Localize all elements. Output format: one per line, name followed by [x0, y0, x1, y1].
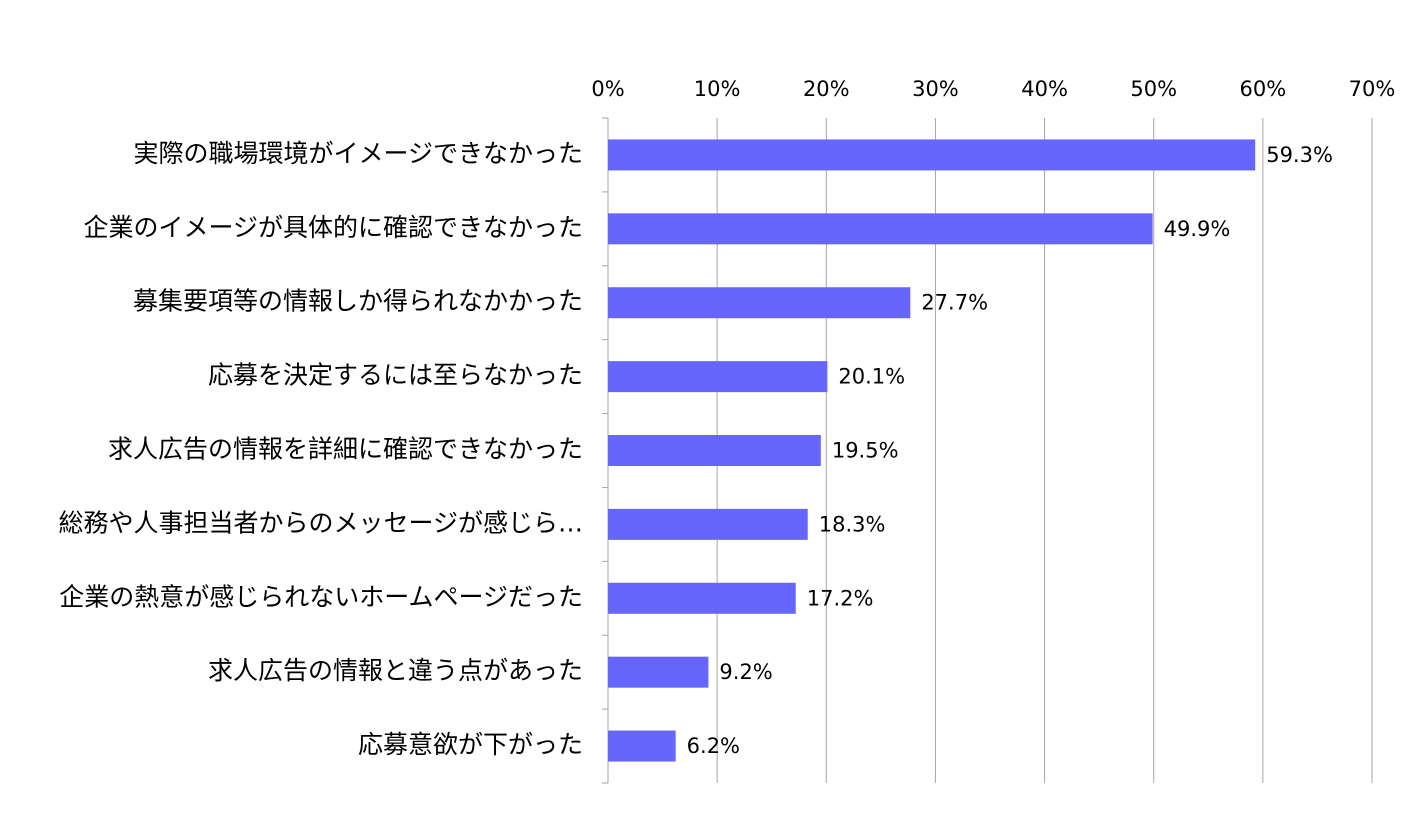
data-label: 9.2% [719, 660, 772, 684]
bar [608, 139, 1256, 171]
bar [608, 508, 808, 540]
x-tick-label: 50% [1130, 77, 1177, 101]
bar [608, 361, 828, 393]
x-tick-label: 20% [803, 77, 850, 101]
bar [608, 213, 1153, 245]
category-label: 企業のイメージが具体的に確認できなかった [83, 213, 583, 242]
category-label: 求人広告の情報と違う点があった [208, 656, 583, 685]
bar [608, 730, 676, 762]
category-label: 応募意欲が下がった [358, 730, 583, 759]
category-label: 応募を決定するには至らなかった [208, 361, 583, 390]
x-tick-label: 0% [591, 77, 624, 101]
category-label: 総務や人事担当者からのメッセージが感じら… [58, 508, 583, 537]
x-tick-label: 70% [1349, 77, 1396, 101]
category-label: 募集要項等の情報しか得られなかかった [133, 287, 583, 316]
data-label: 49.9% [1164, 217, 1231, 241]
bar [608, 435, 821, 466]
x-tick-label: 30% [912, 77, 959, 101]
category-label: 実際の職場環境がイメージできなかった [133, 139, 583, 168]
x-tick-label: 40% [1021, 77, 1068, 101]
category-labels: 実際の職場環境がイメージできなかった企業のイメージが具体的に確認できなかった募集… [58, 139, 583, 759]
bars [608, 139, 1256, 762]
bar [608, 287, 911, 319]
category-label: 求人広告の情報を詳細に確認できなかった [108, 435, 583, 464]
data-label: 27.7% [921, 291, 988, 315]
data-label: 19.5% [832, 439, 899, 463]
x-tick-label: 10% [694, 77, 741, 101]
data-label: 6.2% [687, 734, 740, 758]
data-label: 20.1% [838, 365, 905, 389]
category-label: 企業の熱意が感じられないホームページだった [59, 582, 583, 611]
category-axis [602, 117, 609, 784]
bar [608, 656, 709, 688]
data-label: 18.3% [819, 512, 886, 536]
data-label: 17.2% [807, 586, 874, 610]
bar [608, 582, 796, 614]
value-labels: 59.3% 49.9% 27.7% 20.1% 19.5% 18.3% 17.2% 9.2% 6… [687, 143, 1333, 758]
x-tick-labels: 0% 10% 20% 30% 40% 50% 60% 70% [591, 77, 1395, 101]
x-tick-label: 60% [1240, 77, 1287, 101]
data-label: 59.3% [1266, 143, 1333, 167]
